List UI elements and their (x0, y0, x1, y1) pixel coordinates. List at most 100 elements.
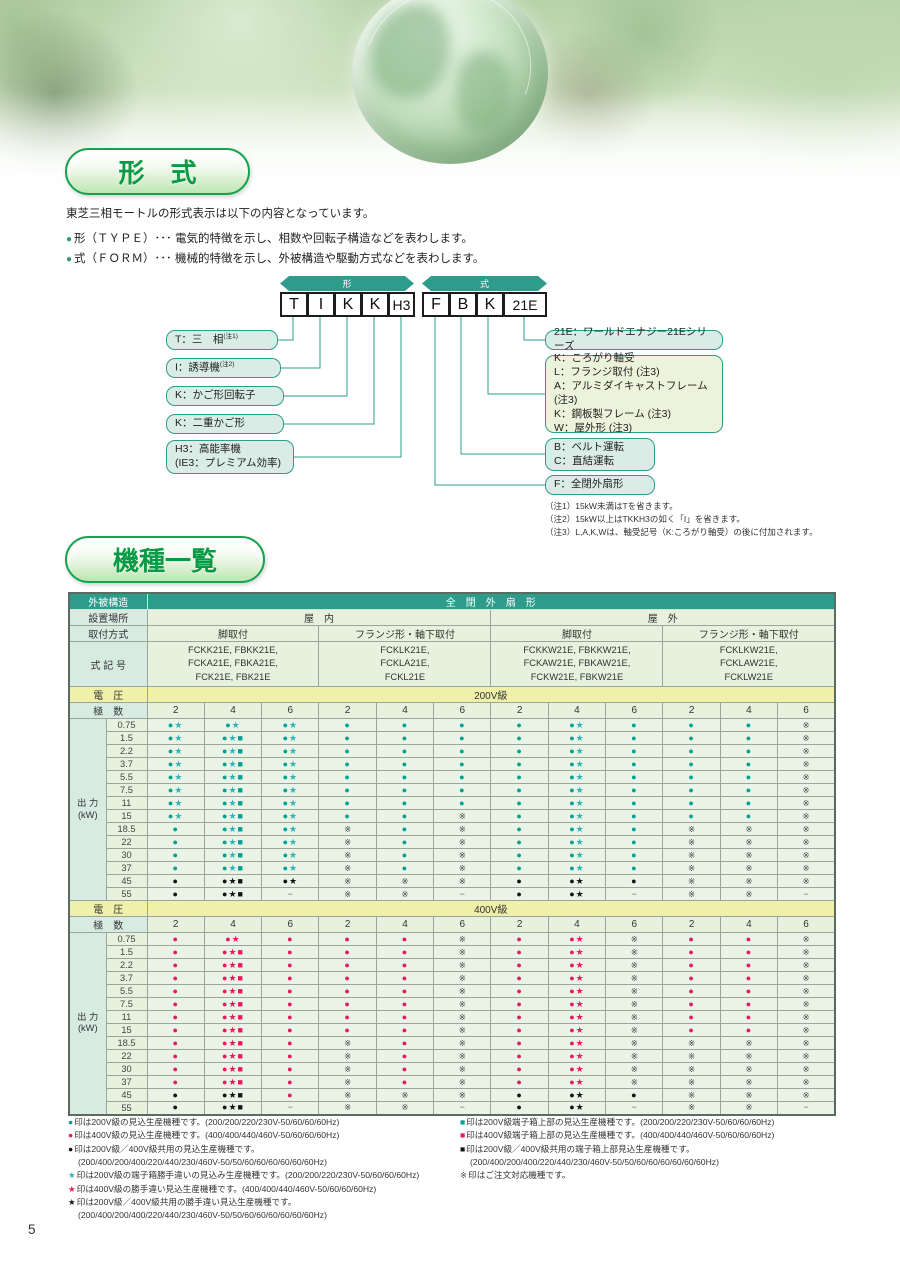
dot-mark: ● (282, 732, 289, 743)
star-mark: ★ (174, 784, 184, 795)
dot-mark: ● (745, 959, 753, 970)
square-mark: ■ (237, 823, 244, 834)
dot-mark: ● (344, 797, 351, 808)
star-mark: ★ (228, 1024, 238, 1035)
availability-cell: ●★■ (203, 984, 263, 998)
availability-cell: ※ (662, 848, 721, 862)
dot-mark: ● (569, 1037, 576, 1048)
poles-cell: 6 (605, 916, 664, 933)
star-mark: ★ (575, 933, 585, 944)
availability-cell: ●★ (146, 783, 205, 797)
legend-text: 印は400V級の勝手違い見込生産機種です。(400/400/440/460V-5… (76, 1183, 377, 1194)
dot-mark: ● (401, 784, 409, 795)
dot-mark: ● (516, 959, 523, 970)
availability-cell: ●★ (261, 822, 320, 836)
availability-cell: ※ (719, 848, 779, 862)
legend-line: ●印は200V級の見込生産機種です。(200/200/220/230V-50/6… (68, 1116, 460, 1129)
dot-mark: ● (172, 1063, 179, 1074)
dot-mark: ● (569, 998, 576, 1009)
availability-cell: ● (605, 874, 664, 888)
star-mark: ★ (231, 719, 241, 730)
order-only-mark: ※ (802, 719, 810, 730)
availability-cell: ● (375, 932, 435, 946)
dot-mark: ● (516, 1089, 523, 1100)
dot-mark: ● (68, 1130, 74, 1141)
availability-cell: ● (318, 757, 377, 771)
dot-mark: ● (222, 1102, 229, 1113)
square-mark: ■ (460, 1117, 466, 1127)
star-mark: ★ (231, 933, 241, 944)
code-line: FCKKW21E, FBKKW21E, (523, 645, 631, 656)
star-mark: ★ (289, 875, 299, 886)
availability-cell: ● (605, 731, 664, 745)
legend-text: 印は200V級／400V級共用の端子箱上部見込生産機種です。 (466, 1143, 695, 1154)
availability-cell: ● (318, 1023, 377, 1037)
availability-cell: ●★ (547, 718, 607, 732)
availability-cell: ※ (719, 822, 779, 836)
availability-cell: ※ (605, 958, 664, 972)
availability-cell: ●★ (547, 848, 607, 862)
availability-cell: ●★■ (203, 887, 263, 901)
availability-cell: ● (490, 971, 549, 985)
availability-cell: ●★ (547, 1062, 607, 1076)
poles-cell: 6 (777, 916, 836, 933)
availability-cell: ● (490, 887, 549, 901)
dot-mark: ● (745, 797, 753, 808)
dot-mark: ● (401, 1050, 409, 1061)
dot-mark: ● (569, 745, 576, 756)
availability-cell: ● (490, 932, 549, 946)
availability-cell: ※ (605, 1036, 664, 1050)
dot-mark: ● (222, 758, 229, 769)
order-only-mark: ※ (344, 875, 352, 886)
star-mark: ★ (289, 836, 299, 847)
globe-arc (336, 0, 558, 179)
dot-mark: ● (401, 810, 409, 821)
availability-cell: ● (662, 1010, 721, 1024)
legend-line: ★印は200V級／400V級共用の勝手違い見込生産機種です。 (68, 1196, 460, 1209)
order-only-mark: ※ (344, 1089, 352, 1100)
dot-mark: ● (631, 797, 638, 808)
order-only-mark: ※ (630, 959, 638, 970)
availability-cell: ● (490, 1075, 549, 1089)
order-only-mark: ※ (458, 1050, 466, 1061)
availability-cell: ※ (777, 809, 836, 823)
availability-cell: ● (662, 1023, 721, 1037)
availability-cell: ● (719, 932, 779, 946)
order-only-mark: ※ (630, 1050, 638, 1061)
star-mark: ★ (575, 959, 585, 970)
star-mark: ★ (228, 810, 238, 821)
availability-cell: ● (490, 848, 549, 862)
not-available-mark: − (631, 888, 637, 899)
dot-mark: ● (282, 797, 289, 808)
note-line: （注1）15kW未満はTを省きます。 (545, 501, 678, 511)
order-only-mark: ※ (802, 985, 810, 996)
dot-mark: ● (287, 946, 294, 957)
availability-cell: ● (719, 984, 779, 998)
mount-row: 取付方式 脚取付 フランジ形・軸下取付 脚取付 フランジ形・軸下取付 (68, 625, 836, 642)
availability-cell: ● (261, 958, 320, 972)
kw-cell: 5.5 (105, 984, 148, 998)
not-available-mark: − (287, 888, 293, 899)
code-row: 式 記 号 FCKK21E, FBKK21E, FCKA21E, FBKA21E,… (68, 641, 836, 687)
model-row: 22 ● ●★■ ● ※ ● ※ ● ●★ ※ ※ ※ ※ (69, 1049, 836, 1063)
output-label: 出 力 (kW) (68, 932, 107, 1115)
dot-mark: ● (222, 1089, 229, 1100)
order-only-mark: ※ (401, 888, 409, 899)
availability-cell: ● (490, 835, 549, 849)
star-mark: ★ (289, 771, 299, 782)
availability-cell: ● (605, 861, 664, 875)
section-badge-kishu: 機種一覧 (65, 536, 265, 583)
dot-mark: ● (172, 823, 179, 834)
star-mark: ★ (575, 862, 585, 873)
dot-mark: ● (401, 823, 409, 834)
dot-mark: ● (282, 862, 289, 873)
dot-mark: ● (569, 1050, 576, 1061)
star-mark: ★ (228, 745, 238, 756)
order-only-mark: ※ (688, 1102, 696, 1113)
model-row: 30 ● ●★■ ●★ ※ ● ※ ● ●★ ● ※ ※ ※ (69, 848, 836, 862)
square-mark: ■ (237, 959, 244, 970)
availability-cell: ●★ (261, 757, 320, 771)
poles-cell: 4 (719, 702, 779, 719)
square-mark: ■ (237, 784, 244, 795)
dot-mark: ● (344, 784, 351, 795)
